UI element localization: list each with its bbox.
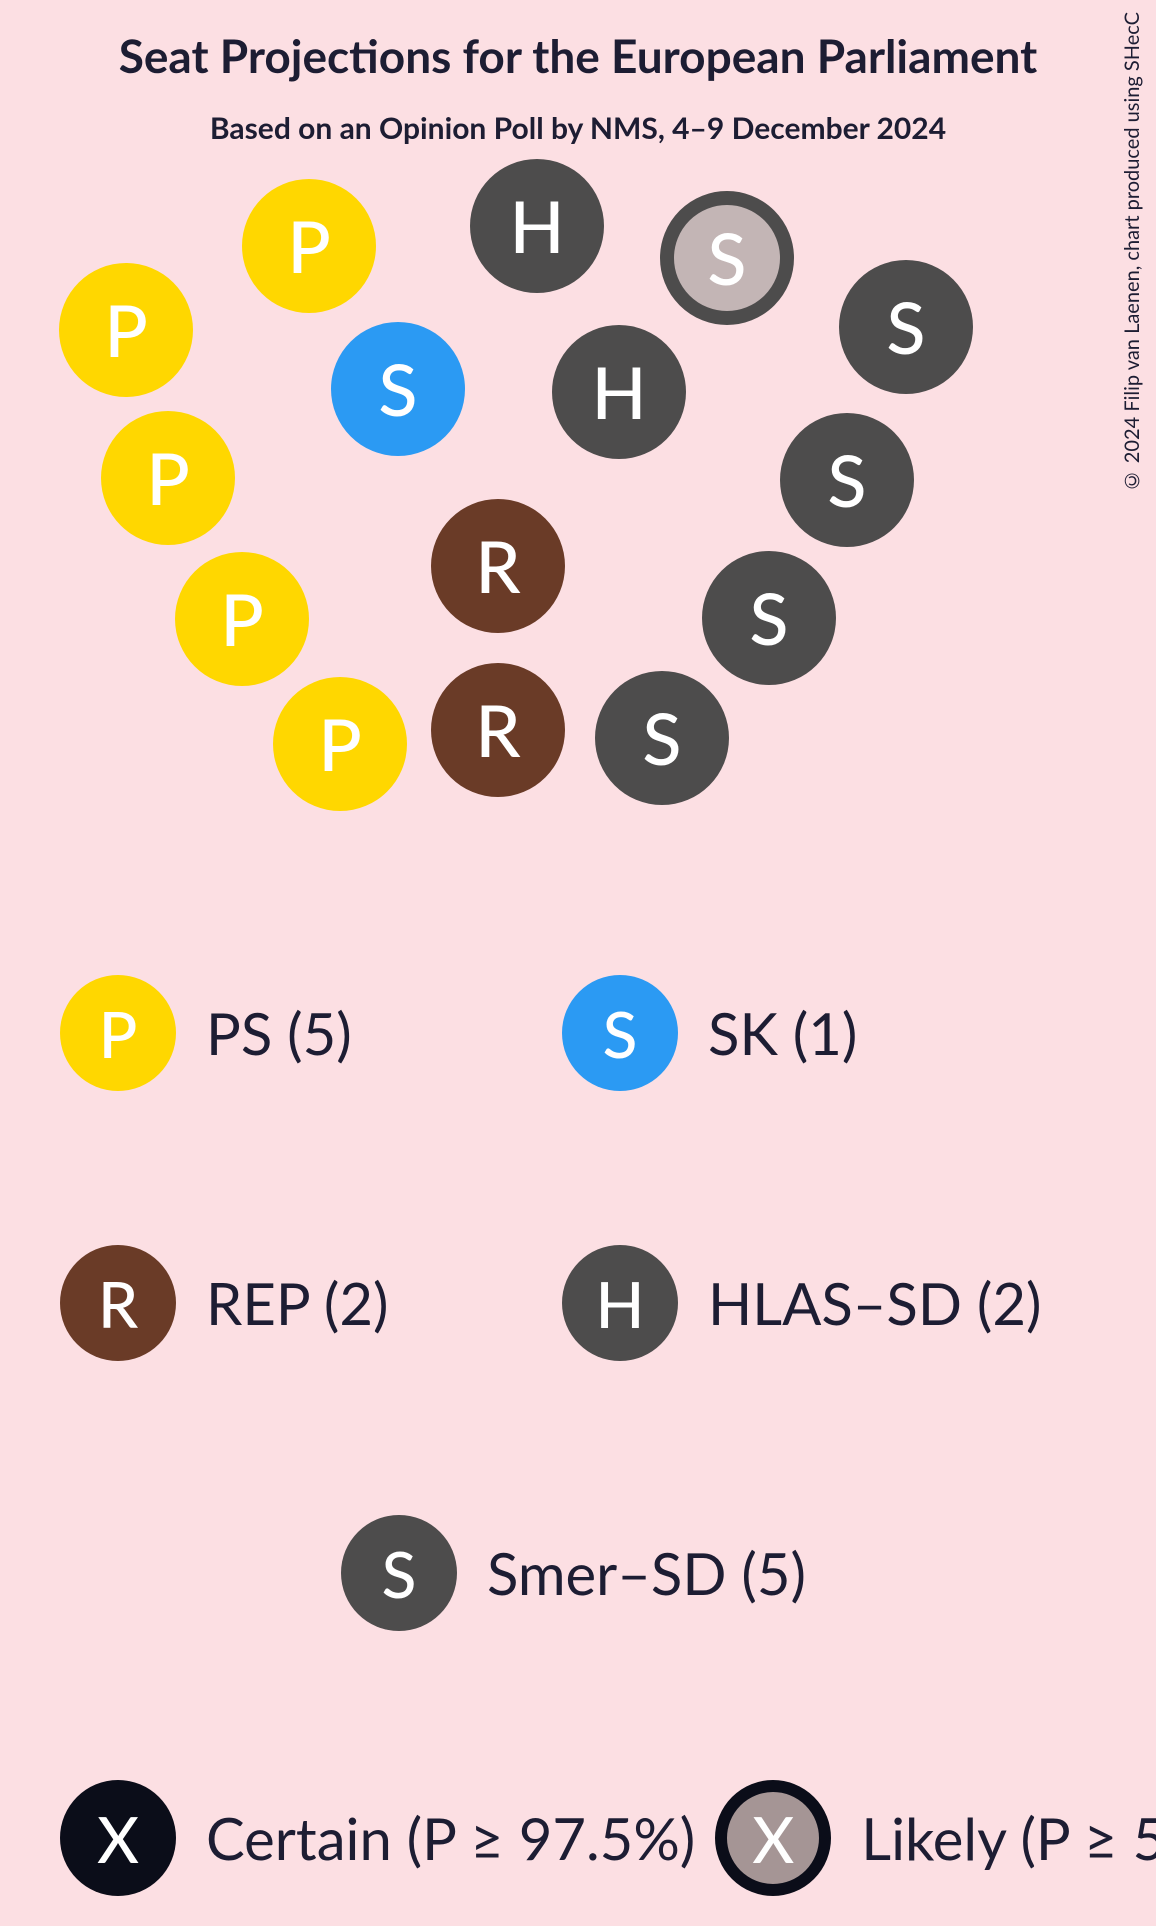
- chart-subtitle: Based on an Opinion Poll by NMS, 4–9 Dec…: [0, 110, 1156, 146]
- seat: P: [273, 677, 407, 811]
- probability-dot: X: [715, 1780, 831, 1896]
- seat: H: [470, 159, 604, 293]
- chart-title: Seat Projections for the European Parlia…: [0, 28, 1156, 83]
- seat: S: [595, 671, 729, 805]
- seat: S: [331, 322, 465, 456]
- seat: R: [431, 663, 565, 797]
- legend-dot: R: [60, 1245, 176, 1361]
- probability-label: Certain (P ≥ 97.5%): [206, 1804, 695, 1873]
- seat: P: [101, 411, 235, 545]
- legend-dot: S: [562, 975, 678, 1091]
- legend-item: S SK (1): [562, 975, 857, 1091]
- legend-item: P PS (5): [60, 975, 352, 1091]
- legend-item: H HLAS–SD (2): [562, 1245, 1041, 1361]
- seat: P: [59, 263, 193, 397]
- seat: H: [552, 325, 686, 459]
- legend-label: Smer–SD (5): [487, 1539, 806, 1608]
- legend-item: R REP (2): [60, 1245, 389, 1361]
- legend-label: PS (5): [206, 999, 352, 1068]
- probability-dot: X: [60, 1780, 176, 1896]
- seat: S: [702, 551, 836, 685]
- legend-label: HLAS–SD (2): [708, 1269, 1041, 1338]
- probability-label: Likely (P ≥ 50%): [861, 1804, 1156, 1873]
- seat: S: [780, 413, 914, 547]
- hemicycle-chart: PPPPPSHHRRSSSSS: [0, 175, 1156, 935]
- seat: P: [175, 552, 309, 686]
- legend-item: S Smer–SD (5): [341, 1515, 806, 1631]
- seat: S: [660, 191, 794, 325]
- legend-label: REP (2): [206, 1269, 389, 1338]
- legend-dot: S: [341, 1515, 457, 1631]
- legend-dot: H: [562, 1245, 678, 1361]
- legend-label: SK (1): [708, 999, 857, 1068]
- legend-dot: P: [60, 975, 176, 1091]
- seat: R: [431, 499, 565, 633]
- seat: S: [839, 260, 973, 394]
- seat: P: [242, 179, 376, 313]
- probability-legend: XCertain (P ≥ 97.5%)XLikely (P ≥ 50%)XUn…: [60, 1780, 1156, 1896]
